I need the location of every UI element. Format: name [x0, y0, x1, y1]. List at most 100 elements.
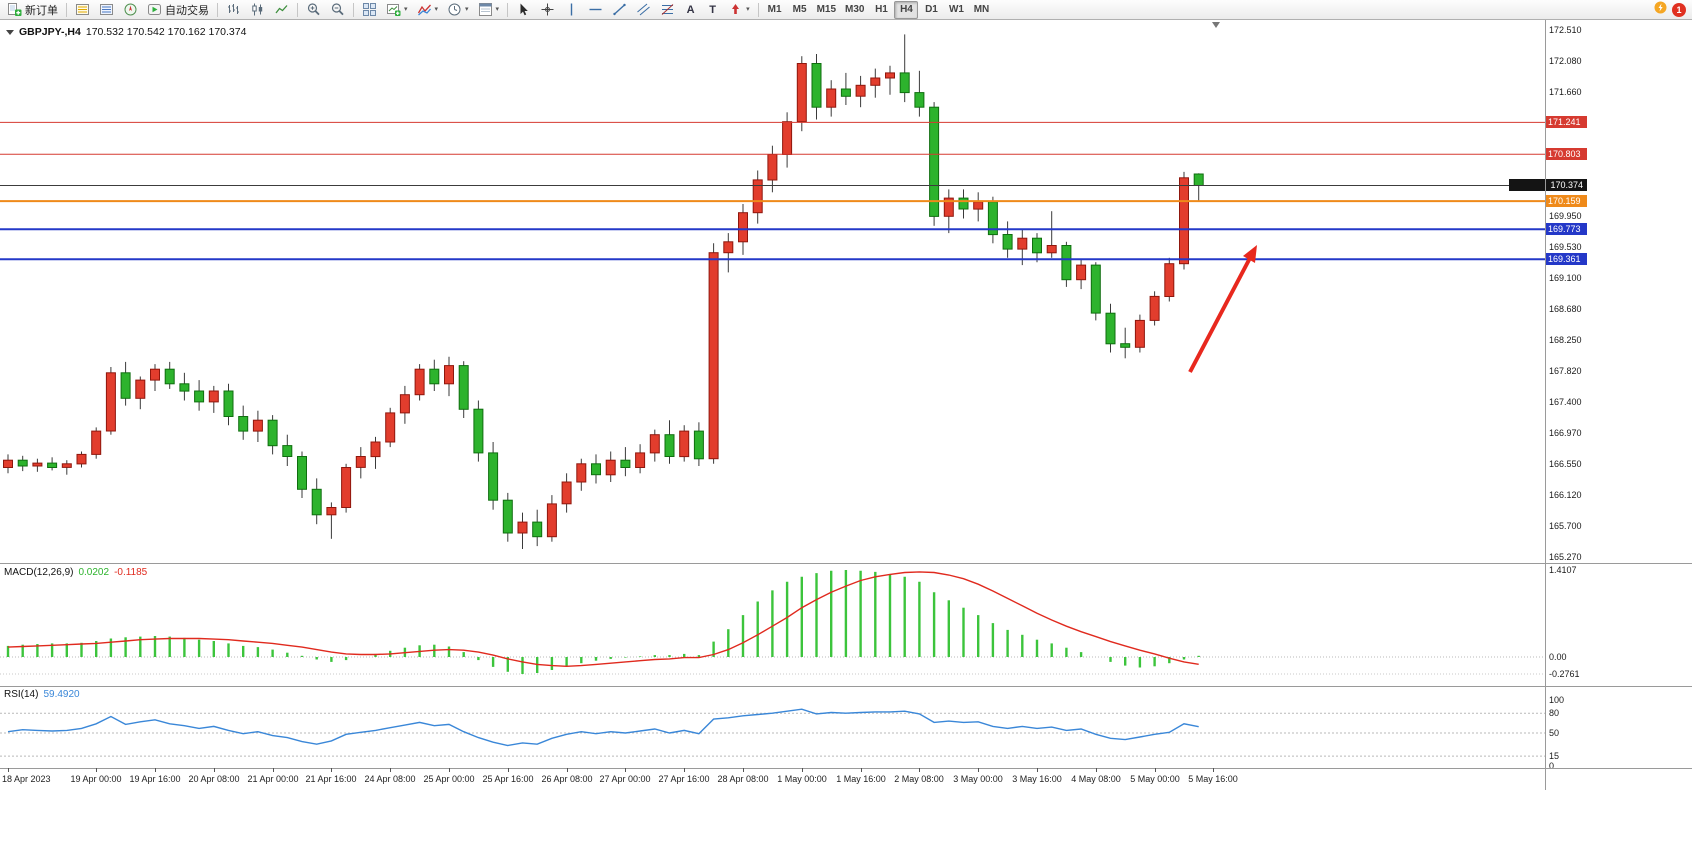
templates-button[interactable]: ▾ — [474, 1, 504, 19]
time-tick — [802, 768, 803, 772]
timeframe-w1-button[interactable]: W1 — [944, 1, 968, 19]
mql5-services-icon[interactable] — [1653, 0, 1668, 20]
candle — [223, 390, 234, 417]
arrows-tool-button[interactable]: ▾ — [724, 1, 754, 19]
candlestick-icon — [250, 2, 265, 17]
time-tick — [1155, 768, 1156, 772]
candle — [738, 212, 748, 243]
chevron-down-icon: ▾ — [495, 6, 500, 13]
navigator-button[interactable] — [119, 1, 142, 19]
macd-main-value: 0.0202 — [78, 567, 110, 578]
data-window-button[interactable] — [95, 1, 118, 19]
timeframe-m15-button[interactable]: M15 — [813, 1, 840, 19]
time-axis[interactable]: 18 Apr 2023 19 Apr 00:00 19 Apr 16:00 20 Ap… — [0, 768, 1692, 790]
candle — [532, 521, 543, 538]
periods-button[interactable]: ▾ — [443, 1, 473, 19]
candle — [135, 379, 146, 399]
candle — [341, 467, 352, 508]
notifications-badge[interactable]: 1 — [1672, 2, 1686, 17]
time-tick — [1213, 768, 1214, 772]
price-chart-canvas[interactable] — [0, 20, 1692, 563]
label-tool-button[interactable]: T — [702, 1, 723, 19]
market-watch-button[interactable] — [71, 1, 94, 19]
line-chart-mode-button[interactable] — [270, 1, 293, 19]
label-tool-icon: T — [709, 3, 716, 16]
tile-windows-button[interactable] — [358, 1, 381, 19]
bar-chart-icon — [226, 2, 241, 17]
candle — [282, 445, 293, 458]
crosshair-tool-button[interactable] — [536, 1, 559, 19]
candle — [914, 92, 925, 108]
fibonacci-tool-button[interactable] — [656, 1, 679, 19]
candle — [267, 419, 278, 447]
chart-title: GBPJPY-,H4 170.532 170.542 170.162 170.3… — [6, 26, 246, 38]
trend-arrow-annotation[interactable] — [1188, 245, 1257, 373]
macd-panel-canvas[interactable] — [0, 563, 1692, 686]
time-axis-label: 3 May 00:00 — [953, 774, 1003, 784]
cursor-tool-button[interactable] — [512, 1, 535, 19]
candle — [194, 390, 205, 403]
chart-shift-marker[interactable] — [1212, 22, 1220, 28]
new-order-button[interactable]: 新订单 — [3, 1, 62, 19]
candle — [473, 408, 484, 454]
timeframe-m1-button[interactable]: M1 — [763, 1, 787, 19]
new-order-icon — [7, 2, 22, 17]
candle — [870, 77, 881, 86]
candle — [1164, 263, 1175, 297]
candle — [370, 441, 381, 458]
timeframe-h1-button[interactable]: H1 — [869, 1, 893, 19]
timeframe-m5-button[interactable]: M5 — [788, 1, 812, 19]
rsi-panel-canvas[interactable] — [0, 686, 1692, 768]
trendline-tool-button[interactable] — [608, 1, 631, 19]
time-axis-label: 4 May 08:00 — [1071, 774, 1121, 784]
candle — [32, 462, 43, 467]
time-tick — [625, 768, 626, 772]
time-axis-label: 28 Apr 08:00 — [717, 774, 769, 784]
candle — [591, 463, 601, 476]
time-tick — [390, 768, 391, 772]
channel-tool-button[interactable] — [632, 1, 655, 19]
zoom-out-button[interactable] — [326, 1, 349, 19]
bar-chart-mode-button[interactable] — [222, 1, 245, 19]
macd-signal-value: -0.1185 — [114, 567, 148, 578]
timeframe-m30-button[interactable]: M30 — [841, 1, 868, 19]
text-tool-button[interactable]: A — [680, 1, 701, 19]
candle — [561, 481, 572, 505]
one-click-trading-toggle[interactable] — [6, 29, 14, 35]
toolbar-separator — [217, 2, 218, 17]
candle — [252, 419, 263, 432]
candle — [120, 372, 131, 399]
timeframe-d1-button[interactable]: D1 — [919, 1, 943, 19]
macd-panel-separator[interactable] — [0, 563, 1692, 564]
time-axis-label: 24 Apr 08:00 — [364, 774, 416, 784]
candle — [605, 459, 616, 476]
clock-icon — [447, 2, 462, 17]
time-tick — [214, 768, 215, 772]
rsi-panel-separator[interactable] — [0, 686, 1692, 687]
candle — [502, 499, 513, 534]
indicators-button[interactable]: ▾ — [413, 1, 443, 19]
macd-name: MACD(12,26,9) — [4, 567, 74, 578]
new-chart-button[interactable]: ▾ — [382, 1, 412, 19]
autotrading-button[interactable]: 自动交易 — [143, 1, 213, 19]
candle — [826, 88, 837, 108]
candle — [164, 368, 175, 385]
candle — [179, 383, 190, 392]
time-tick — [96, 768, 97, 772]
candle — [47, 462, 58, 469]
trendline-icon — [612, 2, 627, 17]
symbol-period-label: GBPJPY-,H4 — [19, 26, 81, 38]
candle — [150, 368, 160, 381]
autotrading-label: 自动交易 — [165, 4, 209, 17]
zoom-in-button[interactable] — [302, 1, 325, 19]
candle — [1105, 312, 1116, 345]
time-tick — [331, 768, 332, 772]
candlestick-mode-button[interactable] — [246, 1, 269, 19]
time-tick — [1096, 768, 1097, 772]
crosshair-icon — [540, 2, 555, 17]
vertical-line-tool-button[interactable] — [560, 1, 583, 19]
time-axis-label: 20 Apr 08:00 — [188, 774, 240, 784]
timeframe-h4-button[interactable]: H4 — [894, 0, 919, 19]
timeframe-mn-button[interactable]: MN — [969, 1, 993, 19]
horizontal-line-tool-button[interactable] — [584, 1, 607, 19]
